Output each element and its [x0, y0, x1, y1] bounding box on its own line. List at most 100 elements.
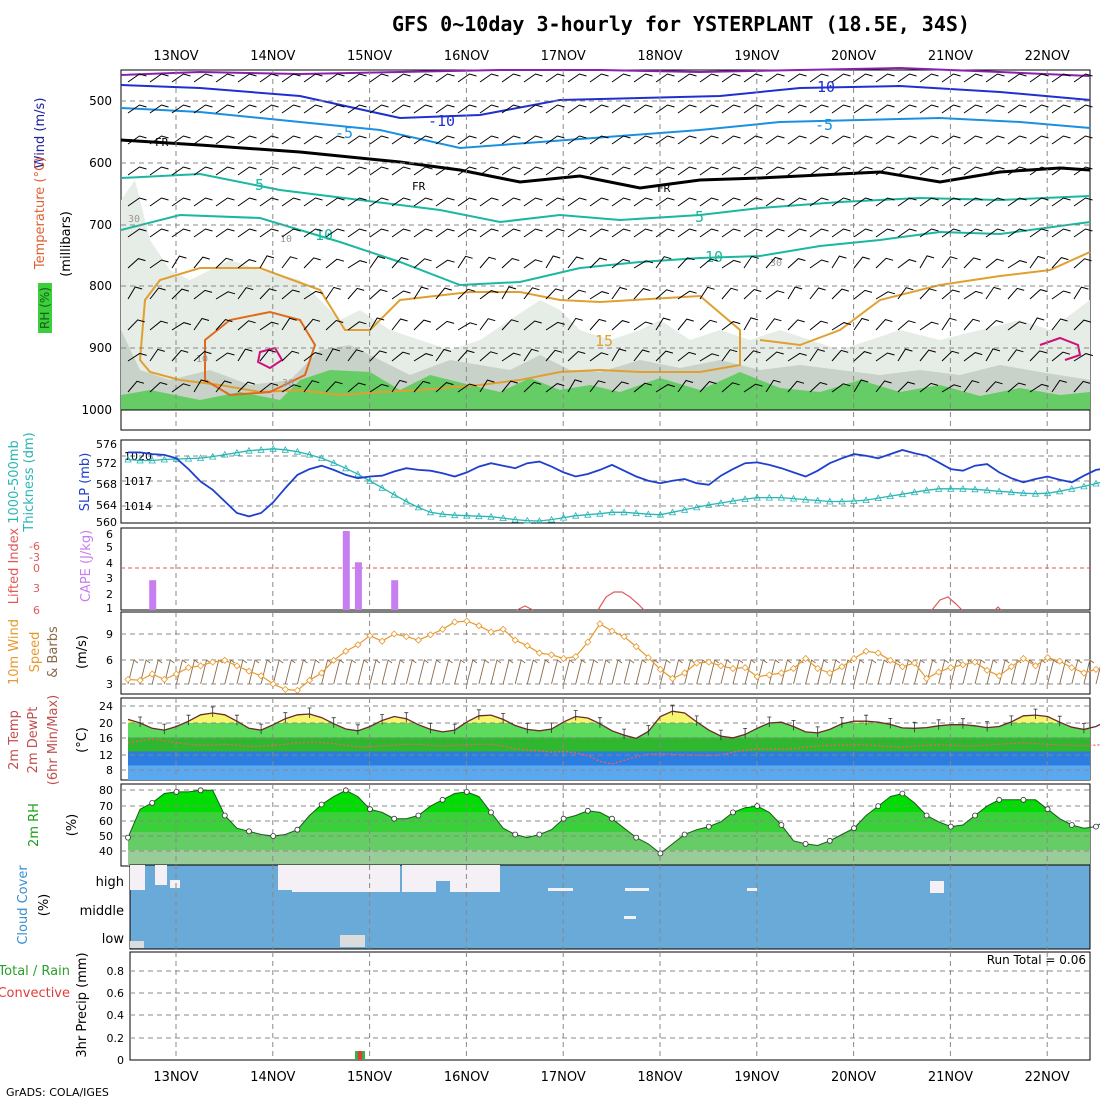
- wind-point: [802, 654, 810, 663]
- rh-tick: 80: [99, 784, 113, 797]
- wind-barb: [281, 289, 300, 300]
- wind-barb: [149, 287, 166, 300]
- wind-barb: [501, 197, 521, 207]
- wind-barb: [237, 228, 257, 238]
- surface-barb: [889, 659, 901, 685]
- rh-legend-swatch: [38, 283, 52, 333]
- thickness-point: [487, 512, 495, 520]
- cloud-gap: [747, 888, 757, 891]
- wind-barb: [1073, 228, 1093, 238]
- cape-tick: 2: [106, 588, 113, 601]
- wind-barb: [1007, 73, 1027, 83]
- thickness-markers: [124, 444, 1100, 524]
- wind-barb: [215, 104, 235, 114]
- surface-barb: [442, 659, 453, 685]
- surface-barb: [780, 659, 792, 685]
- wind-barb: [413, 197, 433, 207]
- wind-point: [269, 680, 277, 688]
- wind-barb: [303, 318, 321, 331]
- wind-barb: [347, 135, 367, 145]
- wind-barb: [545, 255, 561, 269]
- thickness-point: [148, 456, 156, 464]
- top-date-label: 13NOV: [153, 49, 198, 64]
- rh-point: [270, 833, 277, 839]
- rh-tick: 40: [99, 845, 113, 858]
- wind-barb: [875, 352, 895, 362]
- thickness-point: [801, 495, 810, 503]
- wind-barb: [655, 197, 675, 207]
- wind-barb: [347, 287, 365, 300]
- precip-label-b: Convective: [0, 986, 70, 1001]
- wind-barb: [215, 380, 232, 393]
- wind-barb: [655, 256, 672, 269]
- surface-barb: [1071, 659, 1083, 685]
- surface-barb: [296, 659, 308, 685]
- wind-barb: [1007, 135, 1027, 145]
- cloud-panel: high middle low Cloud Cover (%): [16, 864, 1091, 950]
- wind-barb: [457, 350, 475, 362]
- contour-label: 30: [128, 214, 140, 225]
- wind-point: [620, 633, 628, 641]
- wind-barb: [677, 135, 697, 145]
- wind-point: [898, 663, 906, 671]
- wind-barb: [677, 166, 697, 176]
- wind-barb: [391, 379, 407, 393]
- wind-barb: [325, 348, 341, 362]
- bottom-date-label: 20NOV: [831, 1070, 876, 1085]
- wind-barb: [215, 135, 235, 145]
- wind-barb: [413, 135, 433, 145]
- wind-barb: [325, 258, 345, 269]
- thickness-point: [680, 505, 689, 513]
- thickness-point: [620, 508, 628, 516]
- wind-barb: [303, 257, 321, 269]
- wind-barb: [699, 197, 719, 207]
- rh-point: [899, 790, 906, 797]
- wind-barb: [809, 348, 825, 362]
- wind-barb: [809, 104, 829, 114]
- rh-point: [1068, 822, 1075, 828]
- temp-grid: 24 20 16 12 8: [99, 698, 1090, 780]
- wind-barb: [479, 351, 498, 362]
- wind-barb: [787, 380, 805, 393]
- wind-barb: [171, 73, 191, 83]
- wind-point: [560, 654, 568, 663]
- wind-barb: [721, 321, 741, 331]
- top-date-label: 19NOV: [734, 49, 779, 64]
- wind-barb: [963, 257, 981, 269]
- wind-barb: [479, 197, 499, 207]
- cloud-gap: [402, 865, 436, 892]
- surface-barb: [1022, 659, 1034, 685]
- surface-barb: [381, 659, 393, 685]
- surface-barb: [841, 659, 853, 685]
- wind-barb: [369, 104, 389, 114]
- wind-point: [983, 666, 991, 674]
- bottom-date-label: 15NOV: [347, 1070, 392, 1085]
- wind-barb: [171, 255, 187, 269]
- wind-barb: [941, 135, 961, 145]
- temp-tick: 20: [99, 717, 113, 730]
- wind-barb: [831, 73, 851, 83]
- wind-barb: [985, 197, 1005, 207]
- cape-tick: 3: [106, 572, 113, 585]
- wind-point: [487, 628, 495, 636]
- rh-point: [778, 822, 785, 828]
- wind-barb: [435, 382, 454, 393]
- wind-barb: [523, 228, 543, 238]
- wind-barb: [721, 197, 741, 207]
- temp-panel: 24 20 16 12 8 2m Temp 2m DewPt (6hr Min/Max)…: [7, 695, 1100, 785]
- wind-barb: [611, 73, 631, 83]
- temp-whisker: [525, 723, 530, 734]
- wind-barb: [787, 135, 807, 145]
- wind-barb: [787, 352, 807, 362]
- wind-barb: [831, 228, 851, 238]
- wind-label-c: & Barbs: [46, 626, 61, 678]
- rh-point: [391, 815, 398, 822]
- temp-contour-25: [256, 346, 284, 370]
- top-date-label: 17NOV: [541, 49, 586, 64]
- wind-barb: [303, 104, 323, 114]
- wind-barb: [1051, 104, 1071, 114]
- rh-point: [560, 815, 567, 822]
- wind-barb: [919, 197, 939, 207]
- rh-point: [1093, 823, 1099, 830]
- wind-barb: [677, 73, 697, 83]
